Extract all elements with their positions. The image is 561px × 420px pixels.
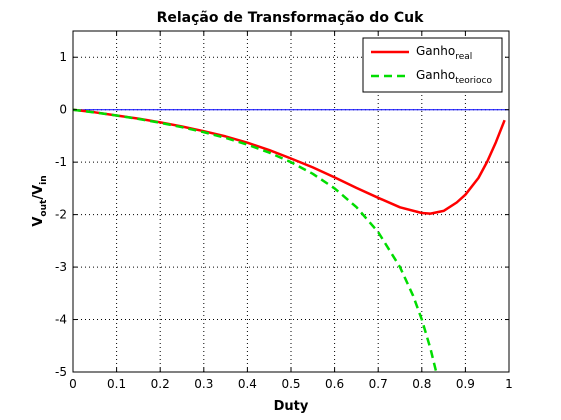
chart-title: Relação de Transformação do Cuk xyxy=(157,10,424,26)
series-line-real xyxy=(73,108,506,215)
x-tick-label: 0.5 xyxy=(281,377,300,391)
legend-label-teorioco: Ganhoteorioco xyxy=(416,68,492,86)
x-tick-label: 0.2 xyxy=(151,377,170,391)
legend-teorioco-name: Ganho xyxy=(416,68,455,82)
series-line-teorioco xyxy=(73,108,438,372)
y-tick-label: -5 xyxy=(55,365,67,379)
x-tick-label: 0.7 xyxy=(369,377,388,391)
legend: Ganhoreal Ganhoteorioco xyxy=(362,37,503,93)
y-axis-ticks: 1 0 -1 -2 -3 -4 -5 xyxy=(55,50,509,379)
y-label-mid: /V xyxy=(31,185,46,200)
y-tick-label: -4 xyxy=(55,313,67,327)
x-axis-ticks: 0 0.1 0.2 0.3 0.4 0.5 0.6 0.7 0.8 0.9 1 xyxy=(69,31,513,391)
y-label-sub1: out xyxy=(39,199,49,217)
legend-teorioco-sub: teorioco xyxy=(455,76,492,86)
y-tick-label: -2 xyxy=(55,208,67,222)
x-tick-label: 0.4 xyxy=(238,377,257,391)
y-label-sub2: in xyxy=(39,175,49,185)
y-tick-label: 1 xyxy=(59,50,67,64)
legend-label-real: Ganhoreal xyxy=(416,44,472,62)
legend-real-name: Ganho xyxy=(416,44,455,58)
legend-real-sub: real xyxy=(455,52,472,62)
legend-box xyxy=(362,37,503,93)
x-tick-label: 0.9 xyxy=(456,377,475,391)
series-group xyxy=(73,108,506,372)
x-tick-label: 0.6 xyxy=(325,377,344,391)
y-axis-label: Vout/Vin xyxy=(31,175,49,226)
x-tick-label: 1 xyxy=(505,377,513,391)
x-tick-label: 0.8 xyxy=(412,377,431,391)
x-tick-label: 0 xyxy=(69,377,77,391)
x-tick-label: 0.3 xyxy=(194,377,213,391)
x-tick-label: 0.1 xyxy=(107,377,126,391)
x-axis-label: Duty xyxy=(274,399,309,414)
y-tick-label: -1 xyxy=(55,155,67,169)
y-label-v1: V xyxy=(31,217,46,227)
y-tick-label: 0 xyxy=(59,103,67,117)
y-tick-label: -3 xyxy=(55,260,67,274)
